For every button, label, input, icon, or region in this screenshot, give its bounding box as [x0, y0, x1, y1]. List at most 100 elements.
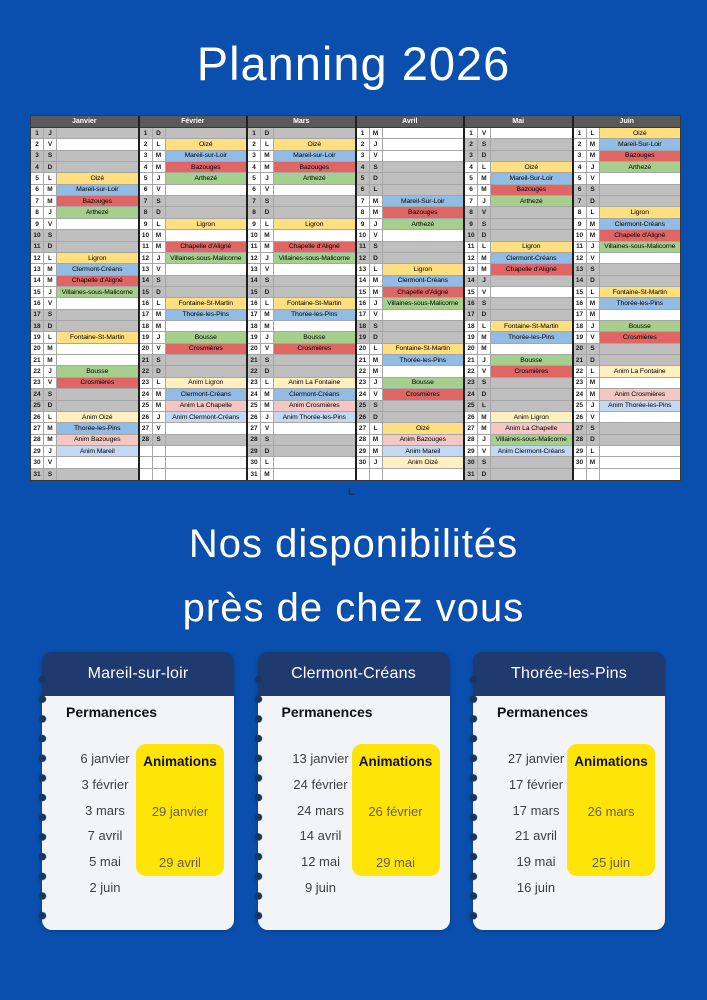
card-header: Thorée-les-Pins	[473, 652, 665, 696]
day-letter: V	[44, 298, 57, 309]
day-event	[165, 264, 246, 275]
day-event	[57, 457, 138, 468]
day-number: 20	[248, 343, 261, 355]
day-row: 20 M	[31, 343, 138, 356]
day-number: 8	[248, 207, 261, 218]
permanence-date: 3 février	[81, 777, 129, 793]
day-row: 10 D	[465, 230, 572, 242]
day-row: 9 L Ligron	[139, 218, 246, 231]
permanence-date: 3 mars	[85, 802, 125, 818]
day-event	[274, 423, 355, 434]
animation-date: 29 mai	[375, 855, 416, 870]
day-number: 22	[139, 366, 153, 377]
day-event: Anim La Chapelle	[491, 423, 572, 434]
day-number: 18	[573, 321, 587, 332]
day-event	[599, 411, 680, 423]
day-row: 14 M Clermont-Créans	[356, 275, 463, 287]
day-number: 4	[248, 162, 261, 173]
day-row: 22 L Anim La Fontaine	[573, 366, 680, 378]
day-row: 16 J Villaines-sous-Malicorne	[356, 298, 463, 310]
day-letter: S	[478, 457, 491, 468]
day-letter: D	[152, 286, 166, 298]
day-number: 10	[139, 230, 153, 241]
day-number: 23	[248, 377, 261, 389]
day-number: 26	[248, 411, 261, 423]
day-letter: J	[152, 411, 166, 423]
day-letter: D	[44, 241, 57, 252]
day-number: 26	[31, 411, 44, 423]
day-event: Mareil-Sur-Loir	[382, 196, 463, 207]
day-number: 16	[356, 298, 370, 309]
day-row: 5 J Arthezé	[139, 173, 246, 185]
day-row: 18 S	[356, 321, 463, 333]
day-number: 12	[573, 252, 587, 264]
day-event: Villaines-sous-Malicorne	[382, 298, 463, 309]
day-letter: L	[152, 139, 166, 150]
day-row: 12 D	[356, 252, 463, 265]
day-letter: M	[369, 355, 383, 366]
day-row: 22 V Crosmières	[465, 366, 572, 378]
day-number: 7	[573, 196, 587, 207]
day-number	[139, 445, 153, 457]
permanence-date: 24 février	[293, 777, 348, 793]
day-letter: J	[261, 332, 274, 343]
day-letter: D	[152, 207, 166, 218]
day-number: 27	[465, 423, 478, 434]
day-letter: J	[369, 377, 383, 389]
day-event: Anim Crosmières	[599, 389, 680, 400]
day-letter: M	[152, 150, 166, 162]
day-row: 22 D	[139, 366, 246, 378]
day-letter: V	[369, 150, 383, 162]
day-letter: M	[586, 389, 600, 400]
day-letter: J	[44, 207, 57, 218]
day-letter: V	[261, 264, 274, 275]
day-letter: M	[478, 173, 491, 184]
day-letter: L	[44, 332, 57, 343]
day-letter: M	[152, 309, 166, 321]
day-letter: J	[369, 218, 383, 230]
day-event	[165, 275, 246, 286]
day-letter: V	[478, 445, 491, 457]
day-letter: M	[152, 389, 166, 400]
day-event	[491, 150, 572, 162]
day-letter: S	[261, 275, 274, 286]
day-event: Arthezé	[165, 173, 246, 184]
day-row: 3 M Bazouges	[573, 150, 680, 163]
day-letter: S	[44, 468, 57, 480]
permanence-date: 7 avril	[87, 828, 123, 844]
day-letter: V	[44, 139, 57, 150]
day-event: Ligron	[491, 241, 572, 252]
day-letter: M	[478, 184, 491, 196]
day-row: 17 V	[356, 309, 463, 322]
day-letter: S	[369, 241, 383, 252]
day-number: 17	[356, 309, 370, 321]
day-letter: D	[478, 230, 491, 241]
day-event: Oizé	[599, 128, 680, 139]
day-letter: D	[369, 173, 383, 184]
day-row: 21 M Thorée-les-Pins	[356, 355, 463, 367]
day-letter: M	[261, 309, 274, 321]
day-row: 29 V Anim Clermont-Créans	[465, 445, 572, 458]
day-letter: D	[44, 400, 57, 411]
month-column: Mai 1 V 2 S 3 D 4 L Oizé 5 M Mareil-Sur-Loir 6 M Bazoug…	[465, 116, 574, 480]
day-number: 17	[139, 309, 153, 321]
day-letter: D	[478, 150, 491, 162]
day-event: Anim Crosmières	[274, 400, 355, 411]
day-letter: D	[586, 196, 600, 207]
day-letter: L	[478, 400, 491, 411]
day-event	[57, 150, 138, 162]
day-row: 30 V	[31, 457, 138, 469]
day-number: 7	[465, 196, 478, 207]
day-event	[165, 434, 246, 445]
day-row: 17 M	[573, 309, 680, 322]
day-row: 24 S	[31, 389, 138, 401]
day-letter: V	[478, 207, 491, 218]
day-letter: S	[44, 309, 57, 321]
